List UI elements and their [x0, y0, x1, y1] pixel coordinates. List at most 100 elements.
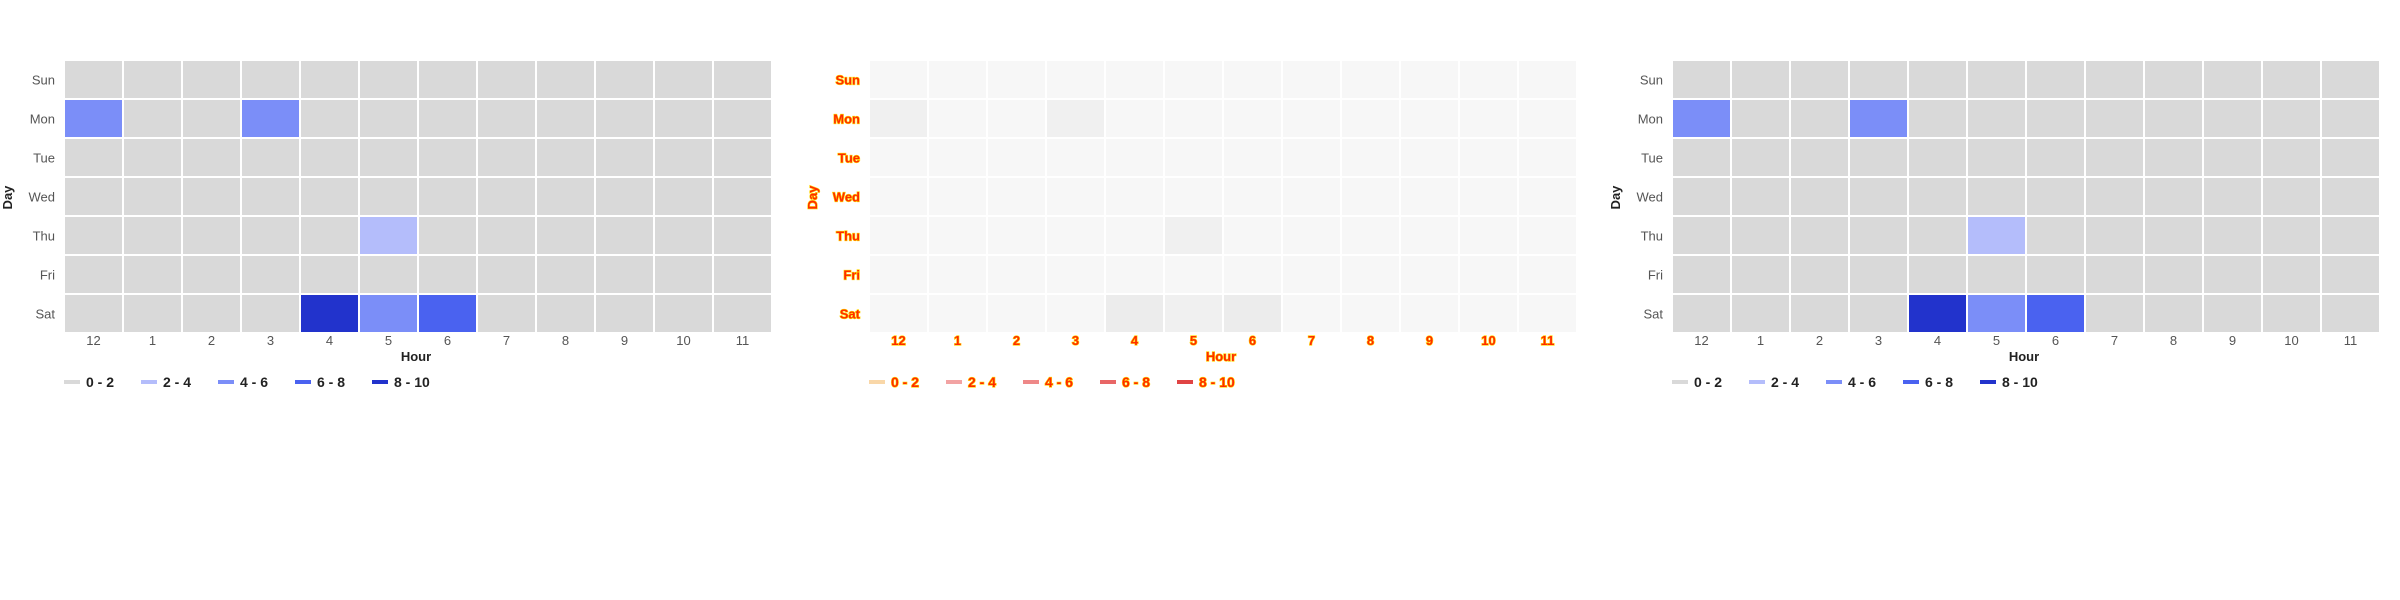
heatmap-cell-sat-8[interactable]: 0: [2145, 295, 2202, 332]
heatmap-cell-sun-2[interactable]: 0: [988, 61, 1045, 98]
heatmap-cell-sun-8[interactable]: 0: [2145, 61, 2202, 98]
heatmap-cell-tue-7[interactable]: 0: [1283, 139, 1340, 176]
heatmap-cell-wed-11[interactable]: 0: [1519, 178, 1576, 215]
heatmap-cell-tue-10[interactable]: 0: [1460, 139, 1517, 176]
legend-item[interactable]: 0 - 2: [869, 373, 920, 391]
heatmap-cell-fri-3[interactable]: 0: [1850, 256, 1907, 293]
heatmap-cell-sun-4[interactable]: 0: [301, 61, 358, 98]
heatmap-cell-tue-1[interactable]: 0: [124, 139, 181, 176]
heatmap-cell-tue-4[interactable]: 0: [1909, 139, 1966, 176]
heatmap-cell-wed-3[interactable]: 0: [242, 178, 299, 215]
heatmap-cell-tue-1[interactable]: 0: [929, 139, 986, 176]
heatmap-cell-thu-7[interactable]: 0: [2086, 217, 2143, 254]
heatmap-cell-thu-2[interactable]: 0: [988, 217, 1045, 254]
heatmap-cell-sat-4[interactable]: 9: [301, 295, 358, 332]
heatmap-cell-tue-8[interactable]: 0: [2145, 139, 2202, 176]
heatmap-cell-sun-10[interactable]: 0: [2263, 61, 2320, 98]
heatmap-cell-sun-3[interactable]: 0: [1047, 61, 1104, 98]
heatmap-cell-mon-11[interactable]: 0: [1519, 100, 1576, 137]
heatmap-cell-sat-3[interactable]: 0: [1047, 295, 1104, 332]
heatmap-cell-wed-8[interactable]: 0: [537, 178, 594, 215]
heatmap-cell-tue-7[interactable]: 0: [478, 139, 535, 176]
heatmap-cell-sat-12[interactable]: 0: [1673, 295, 1730, 332]
heatmap-cell-mon-6[interactable]: 0: [2027, 100, 2084, 137]
legend-item[interactable]: 6 - 8: [295, 374, 345, 390]
heatmap-cell-thu-8[interactable]: 0: [537, 217, 594, 254]
heatmap-cell-sun-12[interactable]: 0: [65, 61, 122, 98]
heatmap-cell-thu-2[interactable]: 0: [1791, 217, 1848, 254]
heatmap-cell-wed-2[interactable]: 0: [183, 178, 240, 215]
heatmap-cell-sun-7[interactable]: 0: [2086, 61, 2143, 98]
heatmap-cell-sun-1[interactable]: 0: [124, 61, 181, 98]
heatmap-cell-mon-11[interactable]: 0: [714, 100, 771, 137]
heatmap-cell-sat-9[interactable]: 0: [596, 295, 653, 332]
heatmap-cell-sat-12[interactable]: 0: [65, 295, 122, 332]
heatmap-cell-thu-5[interactable]: 2: [1165, 217, 1222, 254]
heatmap-cell-mon-10[interactable]: 0: [2263, 100, 2320, 137]
heatmap-cell-wed-8[interactable]: 0: [1342, 178, 1399, 215]
legend-item[interactable]: 2 - 4: [1749, 374, 1799, 390]
heatmap-cell-sat-5[interactable]: 4: [1165, 295, 1222, 332]
heatmap-cell-tue-6[interactable]: 0: [2027, 139, 2084, 176]
heatmap-cell-fri-2[interactable]: 0: [183, 256, 240, 293]
heatmap-cell-sat-11[interactable]: 0: [2322, 295, 2379, 332]
heatmap-cell-tue-3[interactable]: 0: [1850, 139, 1907, 176]
heatmap-cell-mon-4[interactable]: 0: [1106, 100, 1163, 137]
heatmap-cell-mon-12[interactable]: 5: [870, 100, 927, 137]
heatmap-cell-tue-10[interactable]: 0: [2263, 139, 2320, 176]
heatmap-cell-thu-6[interactable]: 0: [419, 217, 476, 254]
heatmap-cell-fri-2[interactable]: 0: [988, 256, 1045, 293]
heatmap-cell-sat-1[interactable]: 0: [929, 295, 986, 332]
legend-item[interactable]: 8 - 10: [1177, 373, 1236, 391]
legend-item[interactable]: 4 - 6: [218, 374, 268, 390]
heatmap-cell-mon-2[interactable]: 0: [183, 100, 240, 137]
heatmap-cell-sun-9[interactable]: 0: [1401, 61, 1458, 98]
heatmap-cell-wed-9[interactable]: 0: [1401, 178, 1458, 215]
heatmap-cell-sun-6[interactable]: 0: [1224, 61, 1281, 98]
heatmap-cell-sat-6[interactable]: 6: [2027, 295, 2084, 332]
heatmap-cell-sat-2[interactable]: 0: [183, 295, 240, 332]
heatmap-cell-thu-4[interactable]: 0: [1909, 217, 1966, 254]
heatmap-cell-sun-9[interactable]: 0: [596, 61, 653, 98]
heatmap-cell-mon-12[interactable]: 5: [65, 100, 122, 137]
heatmap-cell-sun-2[interactable]: 0: [1791, 61, 1848, 98]
heatmap-cell-sat-10[interactable]: 0: [2263, 295, 2320, 332]
heatmap-cell-fri-12[interactable]: 0: [870, 256, 927, 293]
heatmap-cell-wed-5[interactable]: 0: [1165, 178, 1222, 215]
heatmap-cell-sat-10[interactable]: 0: [1460, 295, 1517, 332]
heatmap-cell-thu-8[interactable]: 0: [2145, 217, 2202, 254]
heatmap-cell-sat-9[interactable]: 0: [2204, 295, 2261, 332]
heatmap-cell-sat-3[interactable]: 0: [242, 295, 299, 332]
heatmap-cell-mon-10[interactable]: 0: [1460, 100, 1517, 137]
heatmap-cell-sun-5[interactable]: 0: [1968, 61, 2025, 98]
heatmap-cell-wed-8[interactable]: 0: [2145, 178, 2202, 215]
heatmap-cell-sun-3[interactable]: 0: [242, 61, 299, 98]
heatmap-cell-mon-9[interactable]: 0: [2204, 100, 2261, 137]
heatmap-cell-mon-5[interactable]: 0: [1968, 100, 2025, 137]
heatmap-cell-thu-3[interactable]: 0: [1850, 217, 1907, 254]
heatmap-cell-fri-9[interactable]: 0: [2204, 256, 2261, 293]
legend-item[interactable]: 8 - 10: [372, 374, 430, 390]
heatmap-cell-thu-6[interactable]: 0: [1224, 217, 1281, 254]
heatmap-cell-fri-11[interactable]: 0: [714, 256, 771, 293]
heatmap-cell-mon-5[interactable]: 0: [1165, 100, 1222, 137]
heatmap-cell-sat-10[interactable]: 0: [655, 295, 712, 332]
heatmap-cell-tue-1[interactable]: 0: [1732, 139, 1789, 176]
heatmap-cell-mon-10[interactable]: 0: [655, 100, 712, 137]
heatmap-cell-wed-1[interactable]: 0: [124, 178, 181, 215]
heatmap-cell-fri-1[interactable]: 0: [929, 256, 986, 293]
heatmap-cell-tue-12[interactable]: 0: [65, 139, 122, 176]
heatmap-cell-tue-9[interactable]: 0: [1401, 139, 1458, 176]
heatmap-cell-fri-4[interactable]: 0: [1909, 256, 1966, 293]
heatmap-cell-mon-1[interactable]: 0: [124, 100, 181, 137]
heatmap-cell-sun-10[interactable]: 0: [655, 61, 712, 98]
heatmap-cell-thu-1[interactable]: 0: [929, 217, 986, 254]
heatmap-cell-mon-11[interactable]: 0: [2322, 100, 2379, 137]
heatmap-cell-tue-11[interactable]: 0: [2322, 139, 2379, 176]
heatmap-cell-mon-6[interactable]: 0: [419, 100, 476, 137]
heatmap-cell-thu-11[interactable]: 0: [1519, 217, 1576, 254]
heatmap-cell-tue-9[interactable]: 0: [596, 139, 653, 176]
heatmap-cell-wed-10[interactable]: 0: [655, 178, 712, 215]
heatmap-cell-sun-4[interactable]: 0: [1909, 61, 1966, 98]
heatmap-cell-sat-7[interactable]: 0: [478, 295, 535, 332]
